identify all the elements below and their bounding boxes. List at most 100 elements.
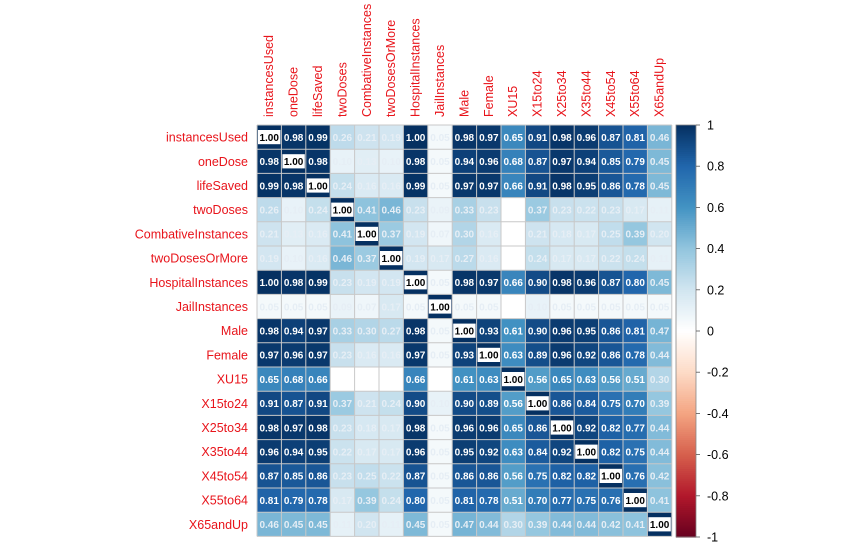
cell-value-label: 0.82	[601, 423, 621, 434]
cell-value-label: 0.30	[455, 230, 475, 241]
colorbar-segment	[676, 192, 696, 196]
heatmap-cell	[476, 318, 501, 343]
heatmap-cell	[598, 439, 623, 464]
colorbar-segment	[676, 318, 696, 322]
heatmap-cell	[281, 415, 306, 440]
colorbar-segment	[676, 295, 696, 299]
colorbar-segment	[676, 223, 696, 227]
cell-value-label: 0.41	[625, 520, 645, 531]
cell-value-label: 0.78	[308, 496, 328, 507]
colorbar-segment	[676, 398, 696, 402]
cell-value-label: 0.99	[308, 133, 328, 144]
colorbar-segment	[676, 141, 696, 145]
cell-value-label: 0.17	[333, 496, 353, 507]
colorbar-segment	[676, 170, 696, 173]
colorbar-segment	[676, 382, 696, 386]
heatmap-cell	[354, 294, 379, 319]
colorbar-segment	[676, 157, 696, 161]
heatmap-cell	[379, 221, 404, 246]
heatmap-cell	[257, 318, 282, 343]
heatmap-cell	[305, 149, 331, 174]
column-label: instancesUsed	[262, 35, 276, 117]
heatmap-cell	[623, 463, 648, 488]
colorbar-segment	[676, 440, 696, 443]
colorbar-segment	[676, 213, 696, 217]
diagonal-value-label: 1.00	[455, 327, 475, 338]
cell-value-label: 0.16	[308, 254, 328, 265]
colorbar-segment	[676, 405, 696, 408]
colorbar-segment	[676, 462, 696, 466]
heatmap-cell	[647, 439, 672, 464]
heatmap-cell	[427, 197, 453, 222]
heatmap-cell	[379, 270, 404, 295]
cell-value-label: 0.20	[650, 230, 670, 241]
heatmap-cell	[598, 270, 623, 295]
row-label: oneDose	[198, 155, 248, 169]
cell-value-label: 0.87	[284, 399, 304, 410]
colorbar-segment	[676, 304, 696, 307]
cell-value-label: 0.05	[625, 302, 645, 313]
heatmap-cell	[501, 149, 526, 174]
heatmap-cell	[525, 415, 550, 440]
heatmap-cell	[525, 463, 550, 488]
colorbar-segment	[676, 182, 696, 186]
heatmap-cell	[647, 318, 672, 343]
colorbar-tick-label: 0	[707, 325, 714, 339]
colorbar-segment	[676, 277, 696, 281]
diagonal-value-label: 1.00	[479, 351, 499, 362]
heatmap-cell	[525, 173, 550, 198]
heatmap-cell	[379, 197, 404, 222]
colorbar-segment	[676, 279, 696, 283]
heatmap-cell	[257, 294, 282, 319]
cell-value-label: 0.19	[406, 230, 426, 241]
cell-value-label: 0.98	[284, 181, 304, 192]
heatmap-cell	[330, 125, 355, 150]
colorbar-segment	[676, 446, 696, 450]
colorbar-segment	[676, 427, 696, 431]
colorbar-segment	[676, 413, 696, 417]
column-label: Female	[482, 75, 496, 117]
heatmap-cell	[257, 415, 282, 440]
heatmap-cell	[257, 197, 282, 222]
heatmap-cell	[574, 246, 599, 271]
cell-value-label: 0.16	[479, 230, 499, 241]
cell-value-label: 0.16	[357, 181, 377, 192]
cell-value-label: 0.85	[284, 472, 304, 483]
heatmap-cell	[379, 125, 404, 150]
heatmap-cell	[574, 270, 599, 295]
row-labels: instancesUsed oneDose lifeSaved twoDoses Com…	[135, 131, 248, 532]
heatmap-cell	[427, 488, 453, 513]
cell-value-label: 1.00	[259, 278, 279, 289]
cell-value-label: 0.92	[577, 351, 597, 362]
cell-value-label: 0.77	[552, 496, 572, 507]
heatmap-cell	[501, 488, 526, 513]
cell-value-label: 0.94	[577, 157, 597, 168]
colorbar-segment	[676, 368, 696, 371]
cell-value-label: 0.17	[381, 423, 401, 434]
heatmap-cell	[354, 415, 379, 440]
cell-value-label: 0.87	[601, 133, 621, 144]
heatmap-cell	[647, 270, 672, 295]
colorbar-segment	[676, 495, 696, 499]
heatmap-cell	[452, 197, 477, 222]
cell-value-label: 0.44	[650, 448, 670, 459]
column-label: twoDosesOrMore	[384, 20, 398, 117]
row-label: lifeSaved	[197, 179, 248, 193]
heatmap-cell	[623, 439, 648, 464]
row-label: X65andUp	[189, 518, 248, 532]
colorbar-tick-label: 0.6	[707, 201, 724, 215]
colorbar-segment	[676, 471, 696, 474]
diagonal-value-label: 1.00	[503, 375, 523, 386]
colorbar-segment	[676, 125, 696, 128]
diagonal-chip	[404, 275, 427, 290]
cell-value-label: 0.96	[552, 327, 572, 338]
heatmap-cell	[647, 488, 672, 513]
heatmap-cell	[574, 391, 599, 416]
cell-value-label: 0.80	[406, 496, 426, 507]
cell-value-label: 0.96	[284, 351, 304, 362]
cell-value-label: 0.86	[552, 399, 572, 410]
cell-value-label: 0.37	[333, 399, 353, 410]
cell-value-label: 0.90	[528, 278, 548, 289]
heatmap-cell	[574, 342, 599, 367]
colorbar-segment	[676, 370, 696, 373]
